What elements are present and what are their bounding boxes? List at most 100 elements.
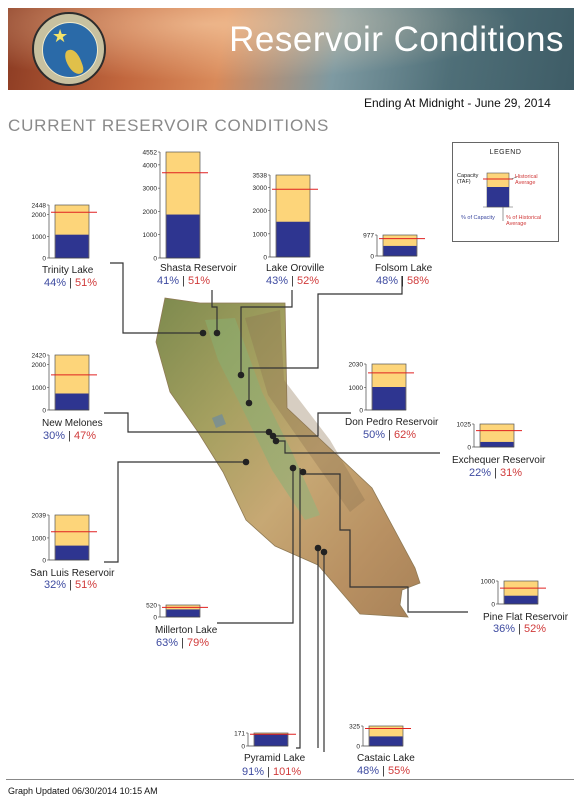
pct-of-capacity: 44% bbox=[44, 277, 67, 289]
tick-label: 1000 bbox=[349, 385, 364, 392]
pct-of-historical: 31% bbox=[500, 467, 523, 479]
pct-of-historical: 52% bbox=[524, 623, 547, 635]
pct-separator: | bbox=[264, 766, 274, 778]
reservoir-name: New Melones bbox=[42, 418, 103, 429]
pct-of-capacity: 91% bbox=[242, 766, 265, 778]
reservoir-bar-chart: 1025 0 bbox=[457, 422, 522, 452]
seal-emblem bbox=[42, 22, 98, 78]
reservoir-name: Pine Flat Reservoir bbox=[483, 612, 569, 623]
pct-separator: | bbox=[288, 275, 298, 287]
pct-separator: | bbox=[178, 637, 188, 649]
tick-label: 0 bbox=[356, 744, 360, 751]
legend-pct-historical-label: % of Historical Average bbox=[506, 215, 542, 227]
pct-of-historical: 52% bbox=[297, 275, 320, 287]
storage-bar bbox=[480, 441, 514, 447]
reservoir-name: Exchequer Reservoir bbox=[452, 455, 546, 466]
reservoir-bar-chart: 2030 1000 0 bbox=[349, 362, 414, 415]
pct-of-historical: 79% bbox=[187, 637, 210, 649]
reservoir-percentages: 30% | 47% bbox=[43, 430, 96, 442]
reservoir-percentages: 43% | 52% bbox=[266, 275, 319, 287]
reservoir-percentages: 50% | 62% bbox=[363, 429, 416, 441]
reservoir-percentages: 36% | 52% bbox=[493, 623, 546, 635]
tick-label: 2000 bbox=[32, 362, 47, 369]
pct-of-historical: 101% bbox=[273, 766, 302, 778]
reservoir-chart-shasta-reservoir: 4552 4000 3000 2000 1000 0 bbox=[132, 148, 212, 264]
tick-label: 0 bbox=[153, 615, 157, 622]
reservoir-name: Pyramid Lake bbox=[244, 753, 306, 764]
location-marker bbox=[272, 437, 280, 445]
reservoir-name: Don Pedro Reservoir bbox=[345, 417, 439, 428]
location-marker bbox=[245, 399, 253, 407]
bay-area bbox=[212, 414, 226, 428]
reservoir-chart-pyramid-lake: 171 0 bbox=[220, 729, 300, 752]
reservoir-chart-castaic-lake: 325 0 bbox=[335, 722, 415, 752]
location-marker bbox=[213, 329, 221, 337]
storage-bar bbox=[55, 545, 89, 560]
reservoir-chart-trinity-lake: 2448 2000 1000 0 bbox=[21, 201, 101, 264]
tick-label: 0 bbox=[241, 744, 245, 751]
tick-label: 0 bbox=[467, 445, 471, 452]
tick-label: 0 bbox=[370, 254, 374, 261]
reservoir-bar-chart: 2039 1000 0 bbox=[32, 513, 97, 565]
pct-separator: | bbox=[379, 765, 389, 777]
pct-separator: | bbox=[385, 429, 395, 441]
reservoir-bar-chart: 2448 2000 1000 0 bbox=[32, 203, 97, 263]
pct-separator: | bbox=[515, 623, 525, 635]
tick-label: 0 bbox=[42, 408, 46, 415]
tick-label: 0 bbox=[42, 558, 46, 565]
reservoir-bar-chart: 3538 3000 2000 1000 0 bbox=[253, 173, 318, 262]
legend-sample bbox=[483, 172, 518, 221]
legend-historical-label: Historical Average bbox=[515, 174, 538, 186]
reservoir-name: Folsom Lake bbox=[375, 263, 433, 274]
tick-label: 977 bbox=[363, 233, 374, 240]
pct-of-capacity: 30% bbox=[43, 430, 66, 442]
location-marker bbox=[314, 544, 322, 552]
reservoir-name: Millerton Lake bbox=[155, 625, 218, 636]
tick-label: 3000 bbox=[143, 186, 158, 193]
pct-separator: | bbox=[66, 579, 76, 591]
pct-of-historical: 47% bbox=[74, 430, 97, 442]
pct-separator: | bbox=[179, 275, 189, 287]
section-title: CURRENT RESERVOIR CONDITIONS bbox=[8, 116, 330, 135]
reservoir-bar-chart: 325 0 bbox=[349, 724, 411, 751]
sierra-range bbox=[245, 310, 365, 512]
reservoir-name: Lake Oroville bbox=[266, 263, 325, 274]
pct-of-historical: 62% bbox=[394, 429, 417, 441]
storage-bar bbox=[276, 221, 310, 257]
location-marker bbox=[242, 458, 250, 466]
location-marker bbox=[320, 548, 328, 556]
reservoir-percentages: 44% | 51% bbox=[44, 277, 97, 289]
pct-separator: | bbox=[398, 275, 408, 287]
pct-of-capacity: 48% bbox=[357, 765, 380, 777]
report-date: Ending At Midnight - June 29, 2014 bbox=[364, 96, 551, 110]
legend-pct-capacity-label: % of Capacity bbox=[461, 215, 495, 221]
pct-of-historical: 55% bbox=[388, 765, 411, 777]
storage-bar bbox=[504, 595, 538, 604]
tick-label: 0 bbox=[42, 256, 46, 263]
tick-label: 1000 bbox=[481, 579, 496, 586]
seal-star-icon: ★ bbox=[52, 26, 69, 46]
reservoir-bar-chart: 1000 0 bbox=[481, 579, 546, 609]
pct-of-historical: 58% bbox=[407, 275, 430, 287]
storage-bar bbox=[369, 736, 403, 746]
pct-separator: | bbox=[65, 430, 75, 442]
storage-bar bbox=[372, 387, 406, 410]
tick-label: 4552 bbox=[143, 150, 158, 157]
storage-bar bbox=[166, 609, 200, 617]
reservoir-chart-don-pedro-reservoir: 2030 1000 0 bbox=[338, 360, 418, 416]
reservoir-percentages: 32% | 51% bbox=[44, 579, 97, 591]
reservoir-chart-lake-oroville: 3538 3000 2000 1000 0 bbox=[242, 171, 322, 263]
location-marker bbox=[289, 464, 297, 472]
tick-label: 1000 bbox=[32, 234, 47, 241]
pct-of-capacity: 50% bbox=[363, 429, 386, 441]
reservoir-chart-pine-flat-reservoir: 1000 0 bbox=[470, 577, 550, 610]
location-marker bbox=[269, 432, 277, 440]
tick-label: 1025 bbox=[457, 422, 472, 429]
location-marker bbox=[265, 428, 273, 436]
storage-bar bbox=[55, 393, 89, 410]
dwr-seal-logo: ★ bbox=[32, 12, 106, 86]
pct-of-capacity: 63% bbox=[156, 637, 179, 649]
storage-bar bbox=[55, 234, 89, 258]
tick-label: 3538 bbox=[253, 173, 268, 180]
